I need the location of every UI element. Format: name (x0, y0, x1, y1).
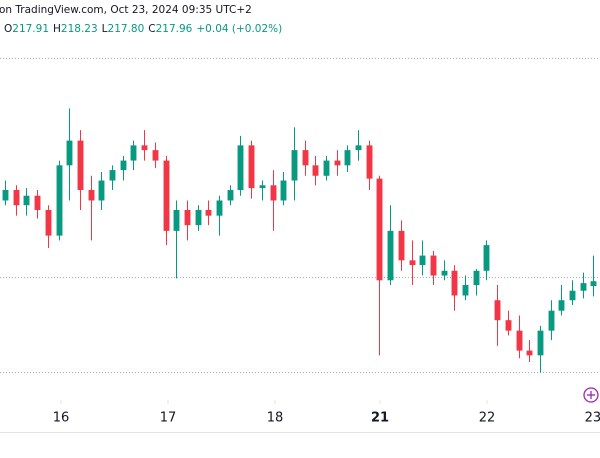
candle-body (558, 300, 565, 311)
candle-body (483, 245, 490, 271)
candle-body (66, 140, 73, 166)
candle-body (120, 160, 127, 171)
ohlc-value: 217.80 (108, 23, 145, 35)
candle-body (387, 230, 394, 281)
candle-body (505, 320, 512, 331)
candle-body (580, 283, 587, 291)
ohlc-legend: O217.91 H218.23 L217.80 C217.96 +0.04 (+0.02… (4, 23, 282, 35)
ohlc-key: O (4, 23, 12, 35)
candle-body (451, 270, 458, 296)
level-lines (0, 58, 600, 373)
candle-body (419, 255, 426, 266)
candle-body (516, 330, 523, 351)
candles (2, 108, 597, 373)
candle-body (34, 195, 41, 210)
candle-body (569, 290, 576, 301)
x-tick-label: 17 (160, 411, 177, 426)
candle-body (280, 180, 287, 201)
candle-body (312, 165, 319, 176)
candle-body (237, 145, 244, 191)
x-tick-label: 18 (267, 411, 284, 426)
ohlc-text: O217.91 H218.23 L217.80 C217.96 +0.04 (+0.02… (4, 23, 282, 35)
candle-body (23, 195, 30, 206)
candle-body (173, 209, 180, 231)
candle-body (376, 178, 383, 281)
ohlc-value: 217.91 (12, 23, 49, 35)
x-tick-label: 21 (371, 411, 389, 426)
candle-body (494, 300, 501, 321)
candle-body (152, 150, 159, 161)
candle-body (344, 150, 351, 166)
x-tick-label: 22 (479, 411, 496, 426)
candle-body (409, 260, 416, 266)
candle-body (430, 255, 437, 276)
candle-body (77, 140, 84, 191)
candle-body (184, 209, 191, 226)
candle-body (441, 270, 448, 276)
candle-body (2, 190, 9, 201)
candle-body (398, 230, 405, 261)
candle-body (56, 165, 63, 236)
candle-body (195, 209, 202, 226)
candle-body (227, 190, 234, 201)
candle-body (45, 209, 52, 236)
candle-body (366, 145, 373, 179)
candle-body (259, 185, 266, 189)
x-tick-label: 23 (585, 411, 600, 426)
candle-body (355, 145, 362, 151)
ohlc-value: 217.96 (156, 23, 193, 35)
ohlc-key: H (53, 23, 61, 35)
ohlc-value: 218.23 (61, 23, 98, 35)
candle-body (323, 160, 330, 176)
change-text: +0.04 (+0.02%) (196, 23, 282, 35)
candle-body (462, 285, 469, 296)
candle-body (216, 200, 223, 216)
target-icon[interactable] (583, 387, 599, 403)
candle-body (98, 180, 105, 201)
candle-body (526, 350, 533, 356)
candle-body (205, 209, 212, 216)
candle-body (291, 150, 298, 181)
source-text: on TradingView.com, Oct 23, 2024 09:35 U… (0, 4, 252, 16)
ohlc-key: C (148, 23, 155, 35)
candle-body (473, 270, 480, 286)
candle-body (163, 160, 170, 231)
candle-body (537, 330, 544, 356)
candle-body (88, 190, 95, 201)
candle-body (130, 145, 137, 161)
candle-body (270, 185, 277, 201)
candle-body (109, 170, 116, 181)
candle-body (548, 310, 555, 331)
candle-body (334, 160, 341, 166)
candle-body (13, 190, 20, 206)
candle-body (590, 281, 597, 286)
candle-body (141, 145, 148, 151)
x-tick-label: 16 (53, 411, 70, 426)
ohlc-key: L (102, 23, 108, 35)
x-axis: 16 17 18 21 22 23 (53, 400, 600, 426)
candle-body (302, 150, 309, 166)
candle-body (248, 145, 255, 189)
